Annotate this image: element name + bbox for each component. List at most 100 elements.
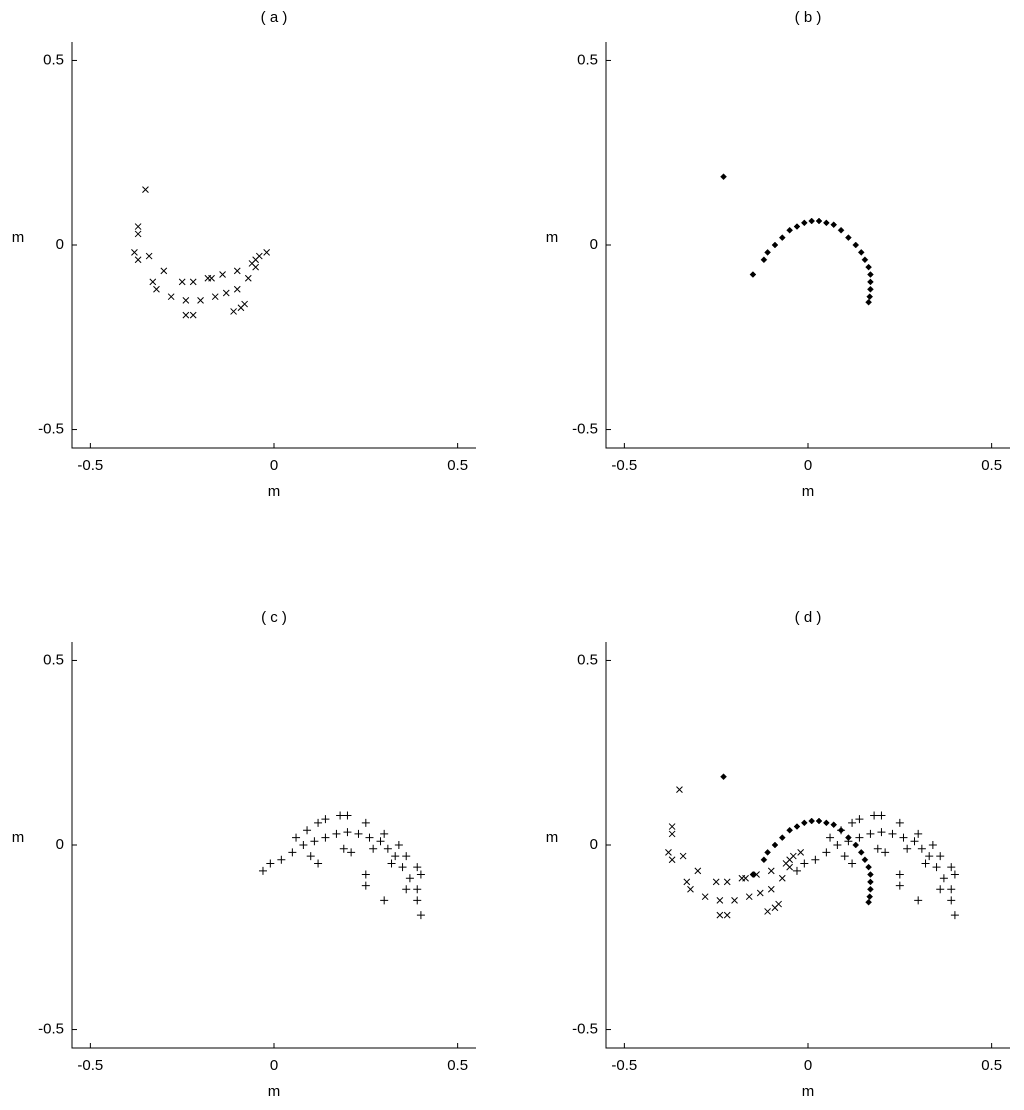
scatter-point bbox=[899, 833, 908, 842]
scatter-point bbox=[416, 911, 425, 920]
x-tick-label: -0.5 bbox=[77, 1057, 103, 1074]
scatter-point bbox=[764, 849, 771, 856]
scatter-point bbox=[764, 908, 771, 915]
scatter-point bbox=[921, 859, 930, 868]
scatter-point bbox=[233, 267, 241, 275]
scatter-point bbox=[867, 885, 874, 893]
scatter-point bbox=[303, 826, 312, 835]
x-tick-label: 0 bbox=[270, 1057, 278, 1074]
scatter-point bbox=[694, 867, 702, 875]
panel-title: ( b ) bbox=[795, 9, 822, 26]
scatter-point bbox=[134, 230, 142, 238]
x-tick-label: 0 bbox=[804, 457, 812, 474]
scatter-point bbox=[380, 829, 389, 838]
scatter-point bbox=[881, 848, 890, 857]
x-tick-label: 0.5 bbox=[981, 1057, 1002, 1074]
scatter-point bbox=[668, 830, 676, 838]
scatter-point bbox=[767, 867, 775, 875]
y-tick-label: -0.5 bbox=[38, 1021, 64, 1038]
scatter-point bbox=[413, 885, 422, 894]
axis-line bbox=[71, 642, 476, 1049]
scatter-point bbox=[749, 271, 757, 278]
scatter-point bbox=[865, 863, 872, 871]
scatter-point bbox=[947, 896, 956, 905]
scatter-point bbox=[413, 896, 422, 905]
scatter-point bbox=[936, 885, 945, 894]
y-tick-label: 0.5 bbox=[577, 651, 598, 668]
scatter-point bbox=[895, 818, 904, 827]
scatter-point bbox=[394, 841, 403, 849]
scatter-point bbox=[142, 186, 149, 193]
scatter-point bbox=[178, 278, 186, 286]
x-axis-label: m bbox=[802, 483, 815, 500]
y-tick-label: 0 bbox=[590, 236, 598, 253]
scatter-point bbox=[398, 863, 407, 872]
scatter-point bbox=[189, 278, 197, 286]
y-tick-label: 0.5 bbox=[577, 51, 598, 68]
scatter-point bbox=[288, 848, 297, 857]
y-tick-label: -0.5 bbox=[572, 1021, 598, 1038]
scatter-point bbox=[917, 844, 926, 853]
scatter-point bbox=[950, 911, 959, 920]
x-tick-label: -0.5 bbox=[611, 1057, 637, 1074]
scatter-point bbox=[800, 819, 808, 827]
x-tick-label: 0 bbox=[270, 457, 278, 474]
scatter-point bbox=[230, 308, 237, 315]
scatter-point bbox=[786, 826, 793, 834]
scatter-point bbox=[855, 815, 864, 824]
scatter-point bbox=[391, 852, 400, 861]
x-axis-label: m bbox=[268, 483, 281, 500]
scatter-point bbox=[830, 821, 838, 829]
scatter-point bbox=[376, 837, 385, 846]
x-axis-label: m bbox=[268, 1083, 281, 1100]
scatter-point bbox=[749, 871, 757, 878]
scatter-point bbox=[767, 885, 775, 893]
scatter-point bbox=[764, 249, 771, 256]
scatter-point bbox=[402, 885, 411, 894]
scatter-point bbox=[866, 893, 874, 901]
scatter-point bbox=[786, 856, 793, 864]
scatter-point bbox=[343, 828, 352, 837]
scatter-point bbox=[855, 833, 864, 842]
scatter-point bbox=[720, 773, 727, 781]
scatter-point bbox=[668, 856, 676, 864]
scatter-point bbox=[823, 819, 830, 827]
scatter-point bbox=[848, 859, 857, 868]
scatter-point bbox=[792, 866, 801, 875]
scatter-point bbox=[873, 844, 882, 853]
scatter-point bbox=[149, 278, 157, 286]
scatter-point bbox=[299, 841, 308, 849]
scatter-point bbox=[339, 844, 348, 853]
scatter-point bbox=[866, 293, 874, 301]
y-axis-label: m bbox=[12, 829, 25, 846]
scatter-point bbox=[387, 859, 396, 868]
scatter-point bbox=[131, 249, 138, 256]
scatter-point bbox=[811, 855, 820, 864]
panel-title: ( a ) bbox=[261, 9, 288, 26]
scatter-point bbox=[361, 818, 370, 827]
scatter-point bbox=[182, 297, 190, 304]
scatter-point bbox=[365, 833, 374, 842]
scatter-point bbox=[815, 217, 823, 225]
y-tick-label: 0 bbox=[56, 236, 64, 253]
x-tick-label: 0.5 bbox=[981, 457, 1002, 474]
scatter-point bbox=[844, 837, 853, 846]
scatter-point bbox=[950, 870, 959, 879]
scatter-point bbox=[852, 841, 860, 849]
scatter-point bbox=[877, 828, 886, 837]
scatter-point bbox=[182, 311, 190, 319]
scatter-point bbox=[197, 297, 204, 304]
scatter-point bbox=[837, 226, 845, 234]
y-tick-label: 0.5 bbox=[43, 51, 64, 68]
scatter-point bbox=[723, 911, 731, 919]
scatter-point bbox=[701, 893, 709, 901]
scatter-point bbox=[840, 852, 849, 861]
scatter-point bbox=[866, 829, 875, 838]
scatter-point bbox=[800, 219, 808, 227]
scatter-point bbox=[314, 859, 323, 868]
scatter-point bbox=[332, 829, 341, 838]
scatter-point bbox=[877, 811, 886, 820]
scatter-point bbox=[771, 841, 779, 849]
scatter-point bbox=[258, 866, 267, 875]
